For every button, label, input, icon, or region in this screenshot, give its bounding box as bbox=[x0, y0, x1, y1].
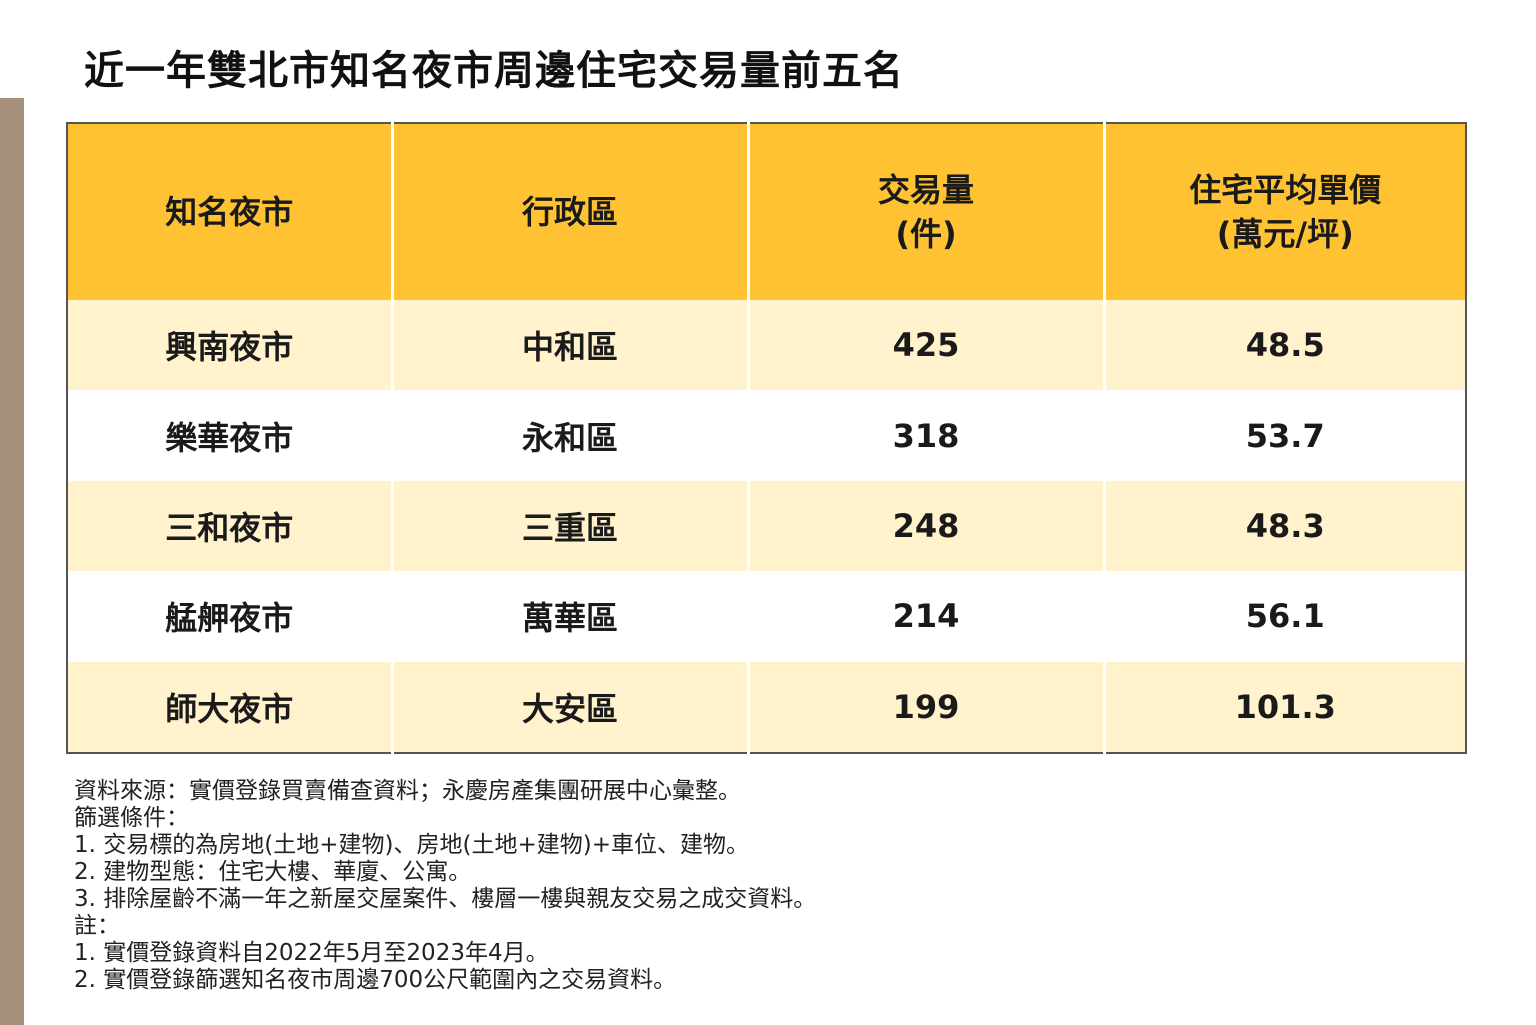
decorative-side-bar bbox=[0, 98, 24, 1025]
table-row: 樂華夜市 永和區 318 53.7 bbox=[67, 390, 1466, 481]
note-filter-item: 1. 交易標的為房地(土地+建物)、房地(土地+建物)+車位、建物。 bbox=[74, 832, 749, 858]
table-row: 師大夜市 大安區 199 101.3 bbox=[67, 661, 1466, 753]
cell-district: 大安區 bbox=[390, 661, 748, 753]
header-market: 知名夜市 bbox=[67, 123, 392, 300]
cell-market: 師大夜市 bbox=[67, 661, 392, 753]
note-remark-item: 1. 實價登錄資料自2022年5月至2023年4月。 bbox=[74, 940, 549, 966]
note-source: 資料來源：實價登錄買賣備查資料；永慶房產集團研展中心彙整。 bbox=[74, 778, 741, 804]
cell-market: 艋舺夜市 bbox=[67, 571, 392, 662]
cell-market: 樂華夜市 bbox=[67, 390, 392, 481]
header-volume-unit: (件) bbox=[895, 215, 957, 253]
cell-district: 中和區 bbox=[390, 300, 748, 391]
cell-price: 48.5 bbox=[1102, 300, 1466, 391]
header-volume: 交易量 (件) bbox=[746, 123, 1104, 300]
page-title: 近一年雙北市知名夜市周邊住宅交易量前五名 bbox=[84, 48, 904, 94]
cell-volume: 199 bbox=[746, 661, 1104, 753]
cell-volume: 318 bbox=[746, 390, 1104, 481]
footnotes: 資料來源：實價登錄買賣備查資料；永慶房產集團研展中心彙整。 篩選條件： 1. 交… bbox=[74, 778, 816, 994]
note-filter-item: 3. 排除屋齡不滿一年之新屋交屋案件、樓層一樓與親友交易之成交資料。 bbox=[74, 886, 817, 912]
header-price-label: 住宅平均單價 bbox=[1189, 171, 1382, 209]
header-district: 行政區 bbox=[390, 123, 748, 300]
cell-market: 三和夜市 bbox=[67, 480, 392, 572]
table-header-row: 知名夜市 行政區 交易量 (件) 住宅平均單價 (萬元/坪) bbox=[67, 123, 1466, 300]
cell-district: 三重區 bbox=[390, 480, 748, 572]
cell-market: 興南夜市 bbox=[67, 300, 392, 391]
table-row: 艋舺夜市 萬華區 214 56.1 bbox=[67, 571, 1466, 662]
cell-district: 永和區 bbox=[390, 390, 748, 481]
night-market-table: 知名夜市 行政區 交易量 (件) 住宅平均單價 (萬元/坪) 興南夜市 中和區 … bbox=[66, 122, 1467, 754]
cell-volume: 248 bbox=[746, 480, 1104, 572]
note-filter-heading: 篩選條件： bbox=[74, 805, 189, 831]
cell-price: 56.1 bbox=[1102, 571, 1466, 662]
note-filter-item: 2. 建物型態：住宅大樓、華廈、公寓。 bbox=[74, 859, 472, 885]
header-volume-label: 交易量 bbox=[877, 171, 974, 209]
header-price-unit: (萬元/坪) bbox=[1216, 215, 1354, 253]
cell-price: 101.3 bbox=[1102, 661, 1466, 753]
note-remark-heading: 註： bbox=[74, 913, 120, 939]
cell-volume: 214 bbox=[746, 571, 1104, 662]
note-remark-item: 2. 實價登錄篩選知名夜市周邊700公尺範圍內之交易資料。 bbox=[74, 967, 677, 993]
cell-price: 53.7 bbox=[1102, 390, 1466, 481]
header-price: 住宅平均單價 (萬元/坪) bbox=[1102, 123, 1466, 300]
cell-district: 萬華區 bbox=[390, 571, 748, 662]
cell-volume: 425 bbox=[746, 300, 1104, 391]
table-row: 興南夜市 中和區 425 48.5 bbox=[67, 300, 1466, 391]
table-row: 三和夜市 三重區 248 48.3 bbox=[67, 480, 1466, 572]
cell-price: 48.3 bbox=[1102, 480, 1466, 572]
